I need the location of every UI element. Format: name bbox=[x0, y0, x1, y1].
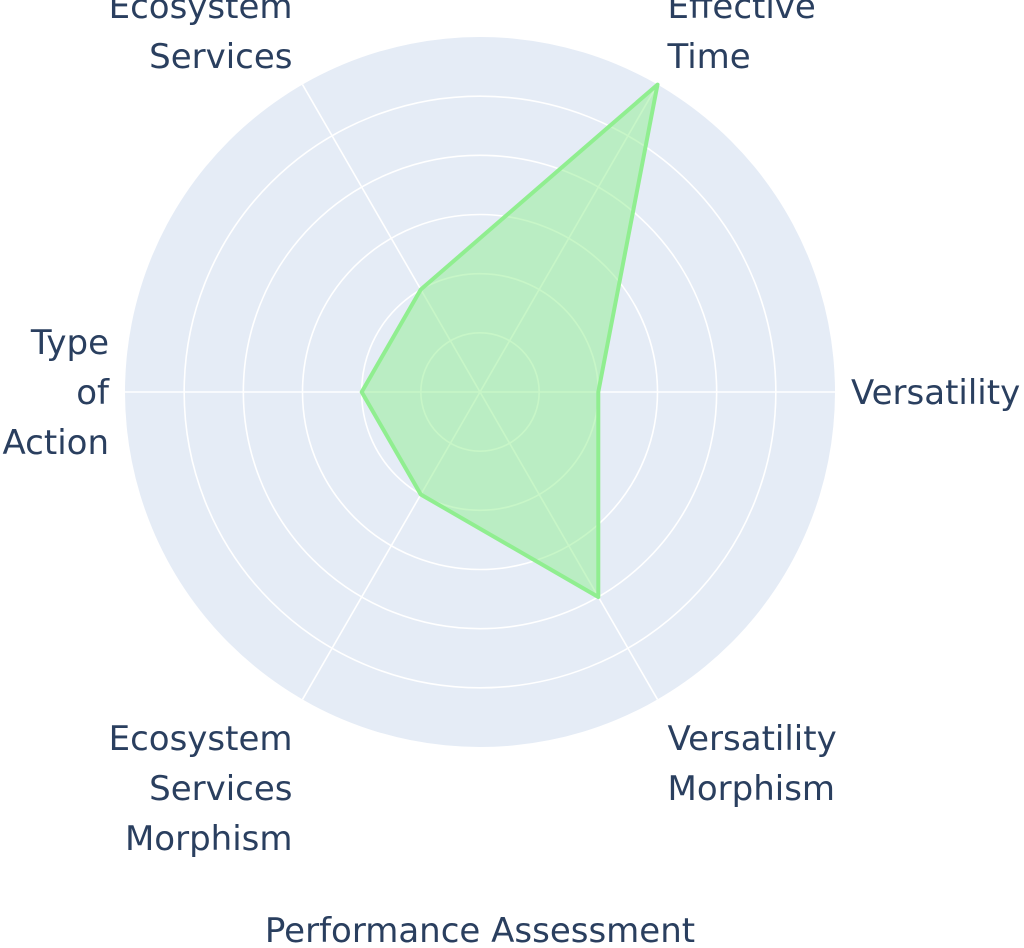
axis-label-2: Effective Time bbox=[667, 0, 816, 77]
axis-label-4: Type of Action bbox=[3, 323, 111, 463]
axis-labels: Versatility Effective Time Ecosystem Service… bbox=[3, 0, 1021, 859]
axis-label-1: Versatility bbox=[851, 373, 1020, 413]
x-axis-title: Performance Assessment bbox=[265, 911, 695, 948]
axis-label-3: Ecosystem Services bbox=[109, 0, 293, 77]
series-area bbox=[359, 82, 660, 599]
axis-label-6: Versatility Morphism bbox=[668, 719, 837, 809]
axis-label-5: Ecosystem Services Morphism bbox=[109, 719, 293, 859]
